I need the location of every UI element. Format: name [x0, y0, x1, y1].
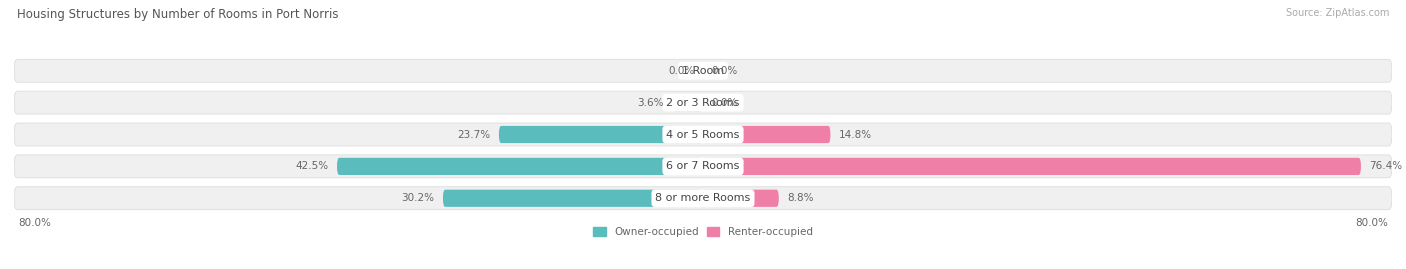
Text: 6 or 7 Rooms: 6 or 7 Rooms	[666, 161, 740, 171]
Text: 42.5%: 42.5%	[295, 161, 329, 171]
FancyBboxPatch shape	[14, 155, 1392, 178]
FancyBboxPatch shape	[14, 59, 1392, 82]
Text: 23.7%: 23.7%	[457, 129, 491, 140]
Text: 3.6%: 3.6%	[637, 98, 664, 108]
Text: 80.0%: 80.0%	[1355, 218, 1388, 228]
FancyBboxPatch shape	[14, 91, 1392, 114]
FancyBboxPatch shape	[703, 158, 1361, 175]
FancyBboxPatch shape	[499, 126, 703, 143]
Text: 14.8%: 14.8%	[839, 129, 872, 140]
Text: 76.4%: 76.4%	[1369, 161, 1403, 171]
FancyBboxPatch shape	[14, 123, 1392, 146]
FancyBboxPatch shape	[703, 190, 779, 207]
FancyBboxPatch shape	[337, 158, 703, 175]
Text: 0.0%: 0.0%	[711, 66, 738, 76]
Legend: Owner-occupied, Renter-occupied: Owner-occupied, Renter-occupied	[589, 223, 817, 241]
Text: 80.0%: 80.0%	[18, 218, 51, 228]
FancyBboxPatch shape	[443, 190, 703, 207]
Text: 4 or 5 Rooms: 4 or 5 Rooms	[666, 129, 740, 140]
Text: 0.0%: 0.0%	[711, 98, 738, 108]
Text: 0.0%: 0.0%	[668, 66, 695, 76]
FancyBboxPatch shape	[672, 94, 703, 111]
Text: 8 or more Rooms: 8 or more Rooms	[655, 193, 751, 203]
FancyBboxPatch shape	[14, 187, 1392, 210]
Text: Source: ZipAtlas.com: Source: ZipAtlas.com	[1285, 8, 1389, 18]
Text: 30.2%: 30.2%	[401, 193, 434, 203]
Text: 1 Room: 1 Room	[682, 66, 724, 76]
Text: Housing Structures by Number of Rooms in Port Norris: Housing Structures by Number of Rooms in…	[17, 8, 339, 21]
Text: 2 or 3 Rooms: 2 or 3 Rooms	[666, 98, 740, 108]
Text: 8.8%: 8.8%	[787, 193, 814, 203]
FancyBboxPatch shape	[703, 126, 831, 143]
